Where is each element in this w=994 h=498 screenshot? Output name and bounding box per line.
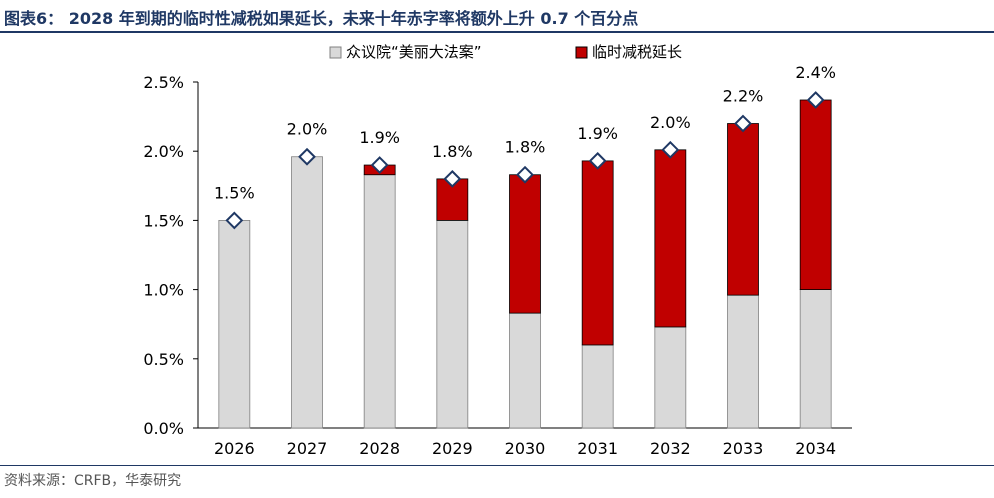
bar-extension-2032 bbox=[654, 149, 687, 328]
y-tick-label: 1.0% bbox=[143, 281, 184, 300]
total-label-2028: 1.9% bbox=[359, 128, 400, 147]
x-tick-label-2031: 2031 bbox=[577, 439, 618, 458]
bar-base-2027 bbox=[291, 156, 323, 429]
total-label-2027: 2.0% bbox=[287, 120, 328, 139]
total-marker-2030 bbox=[516, 165, 534, 184]
y-tick-label: 0.5% bbox=[143, 350, 184, 369]
footer-divider bbox=[0, 465, 994, 466]
bar-extension-2034 bbox=[799, 99, 832, 290]
bar-base-2031 bbox=[581, 344, 614, 429]
total-label-2029: 1.8% bbox=[432, 142, 473, 161]
bar-base-2028 bbox=[363, 174, 396, 429]
bar-base-2033 bbox=[727, 294, 759, 429]
x-tick-label-2029: 2029 bbox=[432, 439, 473, 458]
bar-extension-2030 bbox=[509, 174, 541, 314]
bar-base-2029 bbox=[436, 219, 469, 429]
total-marker-2031 bbox=[588, 151, 607, 170]
x-tick-label-2027: 2027 bbox=[287, 439, 328, 458]
source-note: 资料来源：CRFB，华泰研究 bbox=[4, 473, 182, 489]
x-tick-label-2033: 2033 bbox=[723, 439, 764, 458]
total-marker-2027 bbox=[298, 147, 316, 166]
x-tick-label-2032: 2032 bbox=[650, 439, 691, 458]
total-label-2033: 2.2% bbox=[723, 87, 764, 106]
bar-extension-2033 bbox=[727, 123, 759, 296]
title-bar: 图表6： 2028 年到期的临时性减税如果延长，未来十年赤字率将额外上升 0.7… bbox=[0, 0, 994, 33]
bar-base-2026 bbox=[218, 219, 251, 429]
y-tick-label: 2.5% bbox=[143, 73, 184, 92]
total-label-2030: 1.8% bbox=[505, 138, 546, 157]
bar-base-2030 bbox=[509, 312, 541, 429]
title-divider bbox=[0, 31, 994, 33]
x-tick-label-2028: 2028 bbox=[359, 439, 400, 458]
total-label-2031: 1.9% bbox=[577, 124, 618, 143]
bar-base-2034 bbox=[799, 289, 832, 429]
bar-base-2032 bbox=[654, 326, 687, 429]
x-tick-label-2034: 2034 bbox=[795, 439, 836, 458]
legend-swatch-base bbox=[329, 46, 342, 59]
y-tick-label: 2.0% bbox=[143, 142, 184, 161]
total-marker-2029 bbox=[443, 169, 462, 188]
total-marker-2032 bbox=[661, 140, 680, 159]
chart-area: 0.0% 0.5% 1.0% 1.5% 2.0% 2.5% 1.5% 2026 2.0% 2027… bbox=[0, 34, 994, 464]
bar-extension-2031 bbox=[581, 160, 614, 346]
x-tick-label-2026: 2026 bbox=[214, 439, 255, 458]
chart-title: 图表6： 2028 年到期的临时性减税如果延长，未来十年赤字率将额外上升 0.7… bbox=[4, 9, 639, 28]
total-label-2026: 1.5% bbox=[214, 183, 255, 202]
total-marker-2034 bbox=[806, 91, 825, 109]
total-marker-2026 bbox=[225, 211, 244, 230]
y-tick-label: 1.5% bbox=[143, 211, 184, 230]
legend-label-extension: 临时减税延长 bbox=[592, 43, 682, 61]
legend-label-base: 众议院“美丽大法案” bbox=[346, 43, 482, 61]
total-marker-2033 bbox=[734, 114, 752, 133]
stacked-bar-chart: 0.0% 0.5% 1.0% 1.5% 2.0% 2.5% 1.5% 2026 2.0% 2027… bbox=[143, 43, 852, 458]
total-marker-2028 bbox=[370, 156, 389, 174]
total-label-2034: 2.4% bbox=[795, 63, 836, 82]
legend-swatch-extension bbox=[575, 46, 588, 59]
x-tick-label-2030: 2030 bbox=[505, 439, 546, 458]
total-label-2032: 2.0% bbox=[650, 113, 691, 132]
y-tick-label: 0.0% bbox=[143, 419, 184, 438]
